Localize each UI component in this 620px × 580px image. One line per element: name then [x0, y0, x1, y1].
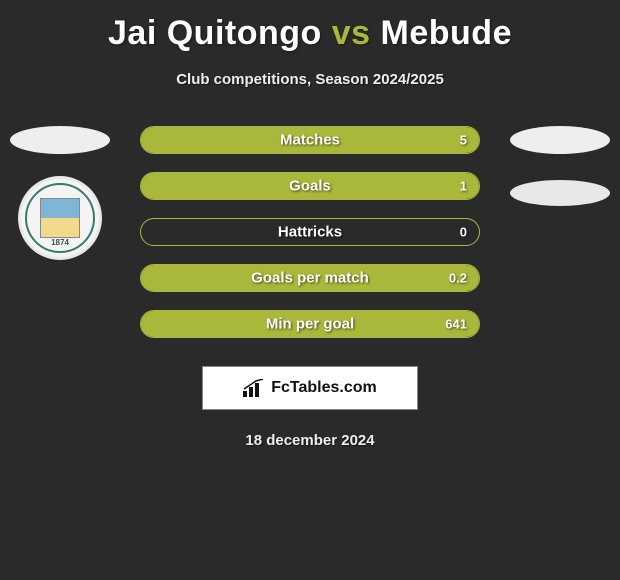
stat-value-right: 5: [460, 133, 467, 148]
stat-row: Min per goal 641: [140, 310, 480, 338]
player1-name: Jai Quitongo: [108, 14, 322, 52]
page-title: Jai Quitongo vs Mebude: [0, 0, 620, 53]
stat-label: Goals per match: [251, 270, 369, 287]
stat-value-right: 1: [460, 179, 467, 194]
player1-column: 1874: [10, 126, 110, 260]
stat-value-right: 0.2: [449, 271, 467, 286]
club-badge-inner: [40, 198, 80, 238]
stat-label: Min per goal: [266, 316, 354, 333]
stat-row: Goals 1: [140, 172, 480, 200]
brand-text: FcTables.com: [271, 379, 377, 397]
brand-chart-icon: [243, 379, 265, 397]
stats-list: Matches 5 Goals 1 Hattricks 0 Goals per match 0…: [140, 126, 480, 338]
stat-row: Hattricks 0: [140, 218, 480, 246]
player2-club-badge: [510, 180, 610, 206]
player2-name: Mebude: [381, 14, 512, 52]
player2-column: [510, 126, 610, 206]
comparison-content: 1874 Matches 5 Goals 1 Hattricks 0 Goals per m…: [0, 126, 620, 338]
brand-box[interactable]: FcTables.com: [202, 366, 418, 410]
date-text: 18 december 2024: [0, 432, 620, 449]
vs-text: vs: [332, 14, 371, 52]
subtitle: Club competitions, Season 2024/2025: [0, 71, 620, 88]
stat-row: Matches 5: [140, 126, 480, 154]
stat-value-right: 0: [460, 225, 467, 240]
player1-avatar: [10, 126, 110, 154]
club-badge-year: 1874: [51, 238, 69, 247]
player1-club-badge: 1874: [18, 176, 102, 260]
stat-value-right: 641: [445, 317, 467, 332]
player2-avatar: [510, 126, 610, 154]
stat-label: Matches: [280, 132, 340, 149]
stat-row: Goals per match 0.2: [140, 264, 480, 292]
stat-label: Hattricks: [278, 224, 342, 241]
stat-label: Goals: [289, 178, 331, 195]
